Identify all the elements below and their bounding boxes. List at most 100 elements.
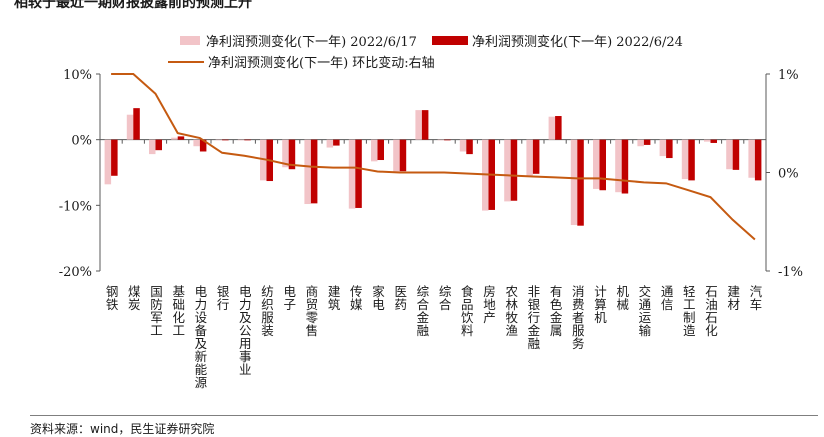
x-tick-label: 纺织服装: [259, 285, 274, 337]
bar-curr: [643, 139, 651, 145]
bar-prev: [637, 139, 644, 147]
x-tick-label: 计算机: [592, 285, 607, 324]
x-axis-labels: 钢铁 煤炭 国防军工 基础化工 电力设备及新能源 银行 电力及公用事业 纺织服装 电子 商贸零售建…: [104, 284, 763, 389]
x-tick-label: 医药: [392, 285, 407, 311]
bar-curr: [310, 139, 318, 204]
bar-prev: [593, 139, 600, 189]
bar-curr: [466, 139, 473, 155]
bar-prev: [437, 139, 445, 141]
x-tick-label: 国防军工: [148, 285, 163, 337]
x-tick-label: 建筑: [326, 285, 341, 311]
x-tick-label: 食品饮料: [459, 284, 474, 337]
right-tick-label: 1%: [778, 68, 799, 83]
x-tick-label: 轻工制造: [681, 285, 696, 337]
bar-prev: [681, 139, 689, 180]
bar-curr: [754, 139, 762, 181]
legend-label-line: 净利润预测变化(下一年) 环比变动:右轴: [208, 55, 435, 71]
x-tick-label: 电力及公用事业: [237, 285, 252, 376]
bar-curr: [244, 139, 251, 141]
bar-prev: [304, 139, 311, 205]
bar-curr: [710, 139, 717, 143]
x-tick-label: 汽车: [747, 284, 762, 311]
bar-prev: [459, 139, 467, 152]
line-series: [111, 73, 756, 241]
bar-prev: [326, 139, 334, 148]
bar-curr: [355, 139, 362, 208]
header-title: 相较于最近一期财报披露前的预测上升: [14, 0, 252, 11]
x-tick-label: 石油石化: [703, 285, 718, 337]
right-tick-label: -1%: [778, 265, 803, 280]
bar-prev: [126, 114, 134, 140]
bar-prev: [659, 139, 667, 157]
legend-swatch-curr: [432, 36, 468, 45]
x-tick-label: 建材: [725, 285, 740, 311]
x-tick-label: 房地产: [481, 284, 496, 324]
x-tick-label: 消费者服务: [570, 285, 585, 350]
bar-curr: [222, 139, 229, 141]
bar-curr: [111, 139, 118, 176]
bar-curr: [599, 139, 606, 191]
left-tick-label: -20%: [59, 265, 92, 280]
footer-divider: [30, 415, 818, 416]
line-path: [111, 73, 756, 241]
x-tick-label: 煤炭: [126, 285, 141, 311]
bar-curr: [555, 116, 562, 140]
left-tick-label: 0%: [71, 134, 92, 149]
source-note: 资料来源：wind，民生证券研究院: [30, 422, 215, 436]
bar-prev: [748, 139, 755, 178]
bar-prev: [237, 139, 245, 141]
bar-prev: [415, 110, 422, 140]
bar-curr: [177, 136, 185, 140]
bar-prev: [615, 139, 622, 193]
x-tick-label: 综合金融: [414, 285, 429, 337]
bar-prev: [570, 139, 578, 226]
bar-curr: [377, 139, 384, 161]
bar-curr: [333, 139, 340, 146]
x-tick-label: 综合: [437, 285, 452, 311]
bar-prev: [504, 139, 511, 202]
chart: 净利润预测变化(下一年) 2022/6/17 净利润预测变化(下一年) 2022/…: [59, 34, 803, 389]
x-tick-label: 非银行金融: [525, 285, 540, 350]
bar-prev: [548, 116, 556, 140]
x-tick-label: 银行: [215, 285, 230, 311]
x-tick-label: 机械: [614, 285, 629, 311]
bar-curr: [288, 139, 296, 170]
bar-curr: [666, 139, 673, 159]
bar-prev: [348, 139, 356, 209]
bar-prev: [371, 139, 378, 162]
x-tick-label: 农林牧渔: [503, 285, 518, 337]
axes: 10% 0% -10% -20% 1% 0% -1%: [59, 68, 803, 280]
bar-curr: [732, 139, 740, 170]
bar-prev: [215, 139, 223, 141]
bar-curr: [399, 139, 407, 172]
x-tick-label: 电子: [281, 285, 296, 311]
bar-curr: [532, 139, 540, 174]
x-tick-label: 通信: [659, 285, 674, 311]
bar-prev: [282, 139, 289, 168]
x-tick-label: 基础化工: [170, 285, 185, 337]
x-tick-label: 商贸零售: [303, 284, 318, 337]
bar-curr: [155, 139, 162, 151]
x-tick-label: 有色金属: [548, 285, 563, 337]
bar-prev: [704, 139, 711, 142]
x-tick-label: 钢铁: [104, 285, 119, 311]
bar-prev: [104, 139, 112, 185]
bar-prev: [393, 139, 400, 173]
bar-curr: [621, 139, 629, 194]
bar-curr: [199, 139, 207, 152]
x-tick-label: 家电: [370, 284, 385, 311]
bar-curr: [444, 139, 451, 141]
bar-curr: [133, 108, 140, 140]
x-tick-label: 交通运输: [636, 284, 651, 337]
bar-prev: [149, 139, 156, 155]
bars: [104, 108, 762, 226]
bar-curr: [421, 110, 429, 140]
bar-prev: [171, 137, 178, 140]
legend-label-prev: 净利润预测变化(下一年) 2022/6/17: [206, 34, 417, 50]
x-tick-label: 电力设备及新能源: [192, 285, 207, 389]
bar-prev: [193, 139, 200, 147]
left-tick-label: 10%: [63, 68, 92, 83]
bar-curr: [510, 139, 518, 201]
right-tick-label: 0%: [778, 167, 799, 182]
legend-label-curr: 净利润预测变化(下一年) 2022/6/24: [472, 34, 683, 50]
